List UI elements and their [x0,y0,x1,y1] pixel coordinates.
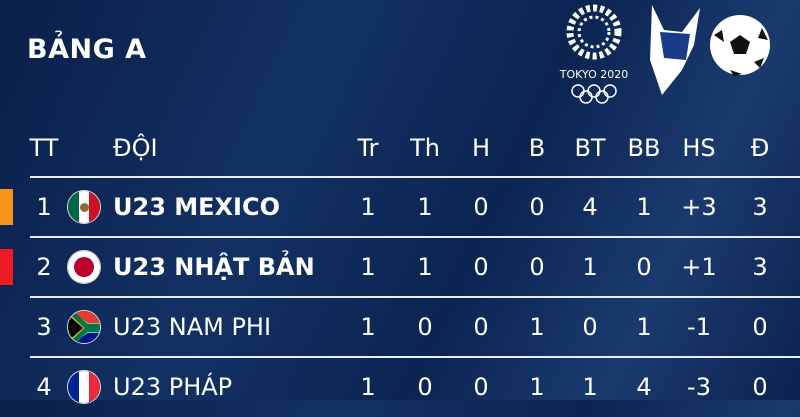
stat-goals-against: 0 [636,253,652,281]
team-name: U23 PHÁP [113,373,233,401]
stat-goals-for: 1 [582,253,598,281]
team-name: U23 MEXICO [113,193,280,221]
row-divider [30,296,800,298]
stat-goal-diff: -1 [687,313,711,341]
japan-flag-icon [67,250,101,284]
table-row: 1 U23 MEXICO 1 1 0 0 4 1 +3 3 [0,177,800,237]
stat-goal-diff: -3 [687,373,711,401]
stat-goals-against: 1 [636,193,652,221]
table-row: 4 U23 PHÁP 1 0 0 1 1 4 -3 0 [0,357,800,417]
stat-won: 0 [417,373,433,401]
france-flag-icon [67,370,101,404]
stat-won: 1 [417,253,433,281]
table-row: 3 U23 NAM PHI 1 0 0 1 0 1 -1 0 [0,297,800,357]
stat-points: 3 [752,253,768,281]
stat-played: 1 [360,193,376,221]
header-lost: B [528,134,546,162]
header-points: Đ [750,134,770,162]
table-row: 2 U23 NHẬT BẢN 1 1 0 0 1 0 +1 3 [0,237,800,297]
stat-draw: 0 [473,313,489,341]
stat-goals-for: 4 [582,193,598,221]
stat-draw: 0 [473,193,489,221]
team-name: U23 NAM PHI [113,313,272,341]
stat-lost: 0 [529,253,545,281]
stat-played: 1 [360,253,376,281]
header-team: ĐỘI [113,134,158,162]
table-header: TT ĐỘI Tr Th H B BT BB HS Đ [0,118,800,178]
stat-lost: 0 [529,193,545,221]
stat-goals-for: 0 [582,313,598,341]
stat-goal-diff: +1 [681,253,717,281]
stat-points: 0 [752,373,768,401]
mexico-flag-icon [67,190,101,224]
header-draw: H [471,134,491,162]
qualification-marker [0,189,13,225]
stat-goals-for: 1 [582,373,598,401]
rank: 2 [36,253,52,281]
group-title: BẢNG A [27,34,147,65]
stat-points: 0 [752,313,768,341]
header-goal-diff: HS [682,134,716,162]
row-divider [30,356,800,358]
rank: 1 [36,193,52,221]
rank: 3 [36,313,52,341]
header-goals-for: BT [574,134,606,162]
logo-text: TOKYO 2020 [559,68,628,81]
header-won: Th [410,134,440,162]
header-rank: TT [29,134,59,162]
qualification-marker [0,249,13,285]
stat-won: 1 [417,193,433,221]
stat-played: 1 [360,373,376,401]
stat-won: 0 [417,313,433,341]
stat-points: 3 [752,193,768,221]
tokyo-2020-logo: TOKYO 2020 [559,4,628,104]
team-name: U23 NHẬT BẢN [113,253,315,281]
stat-goals-against: 4 [636,373,652,401]
stat-played: 1 [360,313,376,341]
rank: 4 [36,373,52,401]
stat-lost: 1 [529,313,545,341]
row-divider [30,176,800,178]
header-goals-against: BB [627,134,661,162]
mascot-with-ball-icon [650,5,770,95]
stat-goal-diff: +3 [681,193,717,221]
row-divider [30,236,800,238]
stat-goals-against: 1 [636,313,652,341]
stat-lost: 1 [529,373,545,401]
stat-draw: 0 [473,373,489,401]
stat-draw: 0 [473,253,489,281]
south-africa-flag-icon [67,310,101,344]
header-played: Tr [357,134,379,162]
